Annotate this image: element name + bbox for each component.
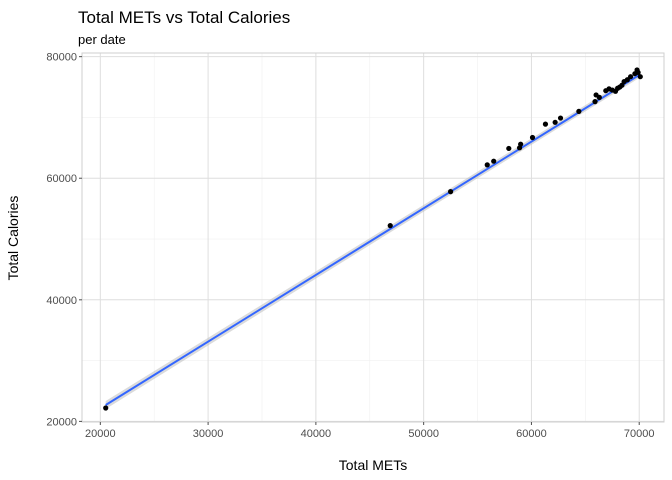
data-points xyxy=(103,67,643,411)
data-point xyxy=(576,108,582,114)
x-tick-label: 20000 xyxy=(85,428,116,440)
y-tick-label: 20000 xyxy=(46,416,77,428)
data-point xyxy=(635,69,641,76)
data-point xyxy=(627,74,634,80)
y-tick-label: 80000 xyxy=(46,52,77,64)
x-tick-label: 70000 xyxy=(624,428,655,440)
data-point xyxy=(529,134,536,141)
trend-line xyxy=(105,73,641,406)
data-point xyxy=(596,94,602,100)
chart-subtitle: per date xyxy=(78,32,126,47)
data-point xyxy=(552,119,558,125)
y-tick-label: 60000 xyxy=(46,173,77,185)
data-point xyxy=(387,223,393,229)
data-point xyxy=(637,74,643,80)
trend-line-group xyxy=(105,73,641,406)
x-axis-ticks: 20000 30000 40000 50000 60000 70000 xyxy=(85,422,655,440)
data-point xyxy=(624,77,630,83)
x-tick-label: 30000 xyxy=(193,428,224,440)
x-tick-label: 50000 xyxy=(408,428,439,440)
chart-title: Total METs vs Total Calories xyxy=(78,8,290,27)
y-axis-title: Total Calories xyxy=(5,196,21,281)
data-point xyxy=(592,99,598,105)
y-tick-label: 40000 xyxy=(46,295,77,307)
x-axis-title: Total METs xyxy=(339,457,407,473)
x-tick-label: 60000 xyxy=(516,428,547,440)
data-point xyxy=(506,145,512,152)
data-point xyxy=(491,158,497,164)
data-point xyxy=(484,162,490,168)
x-tick-label: 40000 xyxy=(301,428,332,440)
y-axis-ticks: 20000 40000 60000 80000 xyxy=(46,52,82,428)
data-point xyxy=(448,189,454,195)
data-point xyxy=(542,121,549,127)
data-point xyxy=(518,141,524,147)
plot-panel xyxy=(81,52,665,423)
data-point xyxy=(557,115,564,121)
data-point xyxy=(103,405,109,411)
